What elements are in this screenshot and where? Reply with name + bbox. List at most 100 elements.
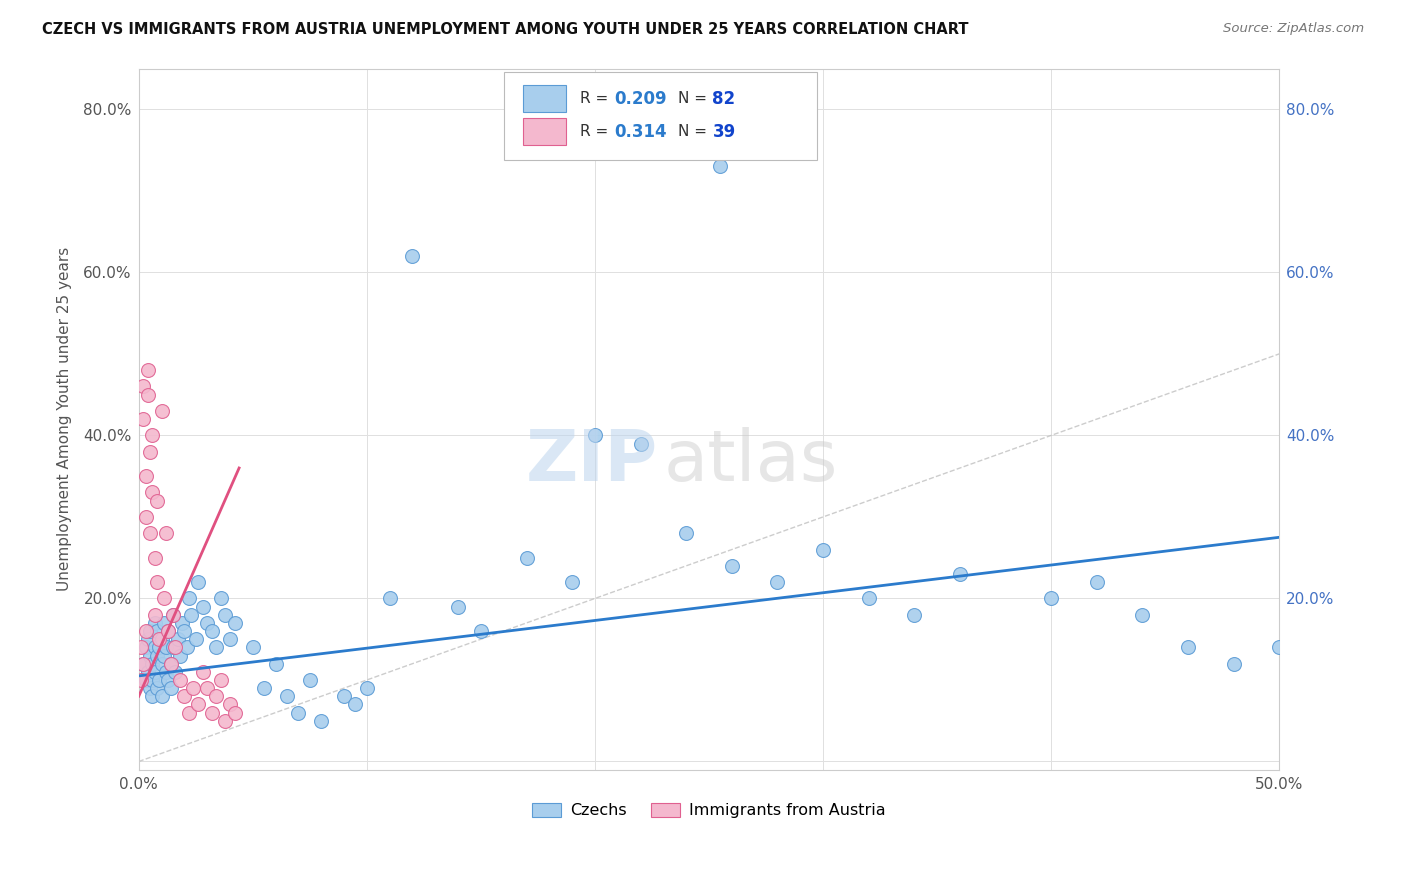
Text: 39: 39 (713, 122, 735, 141)
Point (1040, 591, 1063, 606)
Point (1132, 607, 1154, 622)
Text: N =: N = (678, 124, 711, 139)
Point (132, 657, 155, 671)
Point (139, 526, 162, 541)
Point (162, 607, 184, 622)
Point (309, 714, 332, 728)
Point (135, 673, 157, 687)
Point (166, 632, 188, 647)
Point (401, 249, 423, 263)
Point (153, 591, 176, 606)
Point (344, 698, 367, 712)
Point (298, 673, 321, 687)
Point (187, 575, 209, 590)
Point (139, 624, 162, 638)
Point (162, 640, 184, 655)
Point (139, 681, 162, 695)
Point (209, 673, 232, 687)
Point (253, 681, 276, 695)
Point (561, 575, 583, 590)
Point (219, 632, 242, 647)
Point (139, 444, 162, 458)
Point (143, 640, 166, 655)
Point (1177, 640, 1199, 655)
Point (169, 673, 191, 687)
Point (183, 681, 205, 695)
Point (157, 624, 180, 638)
Point (242, 640, 264, 655)
Text: CZECH VS IMMIGRANTS FROM AUSTRIA UNEMPLOYMENT AMONG YOUTH UNDER 25 YEARS CORRELA: CZECH VS IMMIGRANTS FROM AUSTRIA UNEMPLO… (42, 22, 969, 37)
Point (155, 526, 177, 541)
FancyBboxPatch shape (523, 86, 567, 112)
Point (148, 632, 170, 647)
Point (136, 665, 159, 679)
Point (129, 673, 152, 687)
Point (165, 640, 187, 655)
Point (139, 648, 162, 663)
Text: atlas: atlas (664, 426, 838, 496)
Point (1268, 640, 1291, 655)
Point (191, 599, 214, 614)
Point (583, 428, 606, 442)
FancyBboxPatch shape (523, 119, 567, 145)
Point (146, 648, 169, 663)
Text: 0.209: 0.209 (614, 90, 666, 108)
Point (195, 615, 218, 630)
Text: N =: N = (678, 91, 711, 106)
Point (129, 640, 152, 655)
Point (224, 706, 246, 720)
Point (187, 698, 209, 712)
Point (766, 575, 789, 590)
Point (135, 624, 157, 638)
Point (173, 624, 195, 638)
Point (143, 550, 166, 565)
Text: Source: ZipAtlas.com: Source: ZipAtlas.com (1223, 22, 1364, 36)
Point (157, 673, 180, 687)
Point (136, 387, 159, 401)
Point (165, 665, 187, 679)
Point (709, 159, 731, 173)
Point (214, 714, 236, 728)
Point (143, 665, 166, 679)
Point (150, 632, 173, 647)
Point (148, 673, 170, 687)
Point (146, 575, 169, 590)
Point (159, 681, 181, 695)
Point (172, 615, 194, 630)
Point (132, 379, 155, 393)
Point (141, 690, 163, 704)
Point (191, 665, 214, 679)
Point (153, 615, 176, 630)
Point (287, 706, 309, 720)
Point (214, 607, 236, 622)
Point (333, 690, 356, 704)
Point (148, 640, 170, 655)
Point (224, 615, 246, 630)
Point (157, 624, 180, 638)
Point (811, 542, 834, 557)
Point (356, 681, 378, 695)
Point (150, 404, 173, 418)
Point (378, 591, 401, 606)
Point (201, 706, 224, 720)
FancyBboxPatch shape (503, 72, 817, 160)
Point (675, 526, 697, 541)
Point (447, 599, 470, 614)
Point (146, 681, 169, 695)
Point (195, 681, 218, 695)
Point (949, 566, 972, 581)
Point (141, 485, 163, 500)
Y-axis label: Unemployment Among Youth under 25 years: Unemployment Among Youth under 25 years (58, 247, 72, 591)
Point (159, 657, 181, 671)
Point (276, 690, 298, 704)
Text: 0.314: 0.314 (614, 122, 666, 141)
Point (184, 632, 207, 647)
Point (515, 550, 537, 565)
Text: R =: R = (581, 91, 613, 106)
Point (177, 706, 200, 720)
Point (153, 648, 176, 663)
Point (150, 690, 173, 704)
Point (136, 363, 159, 377)
Point (141, 428, 163, 442)
Point (155, 640, 177, 655)
